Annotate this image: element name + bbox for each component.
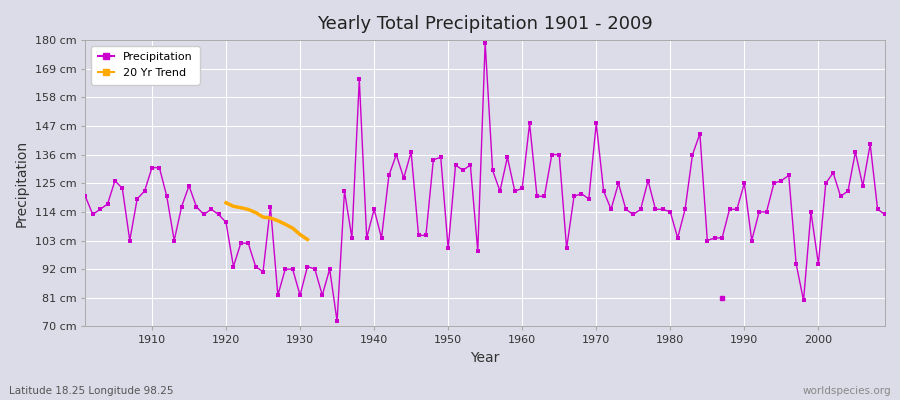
Title: Yearly Total Precipitation 1901 - 2009: Yearly Total Precipitation 1901 - 2009: [318, 15, 653, 33]
Legend: Precipitation, 20 Yr Trend: Precipitation, 20 Yr Trend: [91, 46, 200, 84]
X-axis label: Year: Year: [471, 351, 500, 365]
Y-axis label: Precipitation: Precipitation: [15, 140, 29, 227]
Text: worldspecies.org: worldspecies.org: [803, 386, 891, 396]
Text: Latitude 18.25 Longitude 98.25: Latitude 18.25 Longitude 98.25: [9, 386, 174, 396]
